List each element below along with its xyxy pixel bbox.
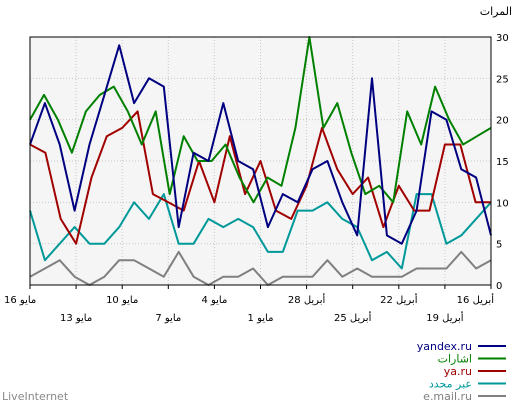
brand-label: LiveInternet [2, 390, 69, 403]
legend-label: اشارات [438, 353, 472, 366]
x-tick-label: 7 مايو [155, 313, 181, 324]
series-line-2 [29, 110, 491, 245]
x-tick-label: 16 مايو [4, 295, 36, 306]
y-tick-label: 15 [496, 157, 509, 168]
x-tick-label: 13 مايو [60, 313, 92, 324]
x-axis-ticks: 16 أبريل 19 أبريل 22 أبريل 25 أبريل 28 أبريل… [4, 285, 494, 324]
data-series [29, 36, 492, 286]
y-tick-label: 10 [496, 198, 509, 209]
y-tick-label: 5 [496, 240, 502, 251]
y-axis-ticks: 0 5 10 15 20 25 30 [496, 33, 509, 292]
x-tick-label: 19 أبريل [426, 311, 464, 324]
series-line-1 [29, 36, 492, 204]
legend-label: ya.ru [444, 365, 472, 378]
x-tick-label: 22 أبريل [380, 293, 418, 306]
y-tick-label: 30 [496, 33, 509, 44]
y-tick-label: 0 [496, 281, 502, 292]
plot-frame [29, 36, 492, 286]
series-line-0 [29, 44, 492, 245]
x-tick-label: 4 مايو [201, 295, 227, 306]
series-line-4 [29, 250, 492, 286]
x-tick-label: 28 أبريل [288, 293, 326, 306]
x-tick-label: 10 مايو [106, 295, 138, 306]
legend-label: عبر محدد [429, 378, 472, 391]
y-tick-label: 20 [496, 116, 509, 127]
legend-label: yandex.ru [417, 340, 472, 353]
x-tick-label: 1 مايو [248, 313, 274, 324]
x-tick-label: 16 أبريل [457, 293, 495, 306]
series-line-3 [29, 193, 492, 270]
chart-title: المرات [480, 5, 512, 18]
legend-label: e.mail.ru [423, 390, 472, 403]
x-tick-label: 25 أبريل [334, 311, 372, 324]
y-tick-label: 25 [496, 74, 509, 85]
